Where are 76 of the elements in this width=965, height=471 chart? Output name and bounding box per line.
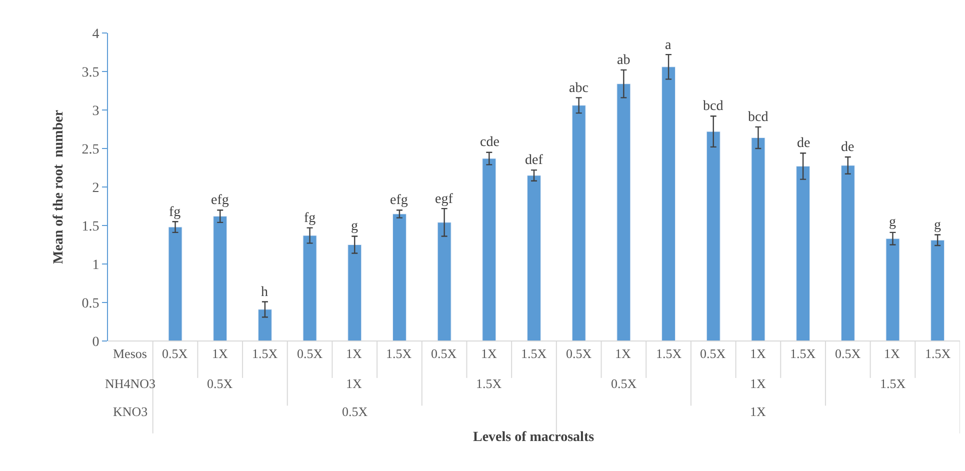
data-label: h (261, 285, 268, 300)
data-label: g (889, 215, 896, 230)
x-tick-label: 1.5X (521, 346, 548, 361)
data-label: fg (304, 211, 316, 226)
text: 1X (750, 376, 766, 391)
text: Mesos (113, 346, 147, 361)
text: 0.5X (342, 404, 368, 419)
text: 1.5X (476, 376, 502, 391)
bar (886, 238, 900, 341)
bar (840, 165, 855, 341)
x-tick-label: 1X (615, 346, 632, 361)
bar (437, 222, 452, 341)
data-label: bcd (703, 99, 724, 114)
bar (796, 166, 810, 341)
data-label: g (934, 218, 941, 233)
x-tick-label: 1.5X (656, 346, 682, 361)
bar (258, 309, 272, 341)
text: 1.5X (880, 376, 906, 391)
x-tick-label: 1X (750, 346, 766, 361)
bar (616, 84, 631, 341)
bar (930, 240, 945, 341)
data-label: de (797, 136, 810, 151)
data-label: def (525, 153, 544, 168)
bar (213, 216, 228, 341)
x-tick-label: 0.5X (566, 346, 592, 361)
bar (348, 244, 362, 341)
x-tick-label: 1.5X (386, 346, 412, 361)
text: 0.5X (611, 376, 638, 391)
text: 0.5X (207, 376, 234, 391)
y-tick-label: 2.5 (82, 142, 100, 158)
bar (706, 131, 720, 341)
x-tick-label: 0.5X (700, 346, 726, 361)
bar (168, 226, 182, 341)
text: 1X (750, 404, 766, 419)
data-label: bcd (748, 110, 768, 125)
data-label: cde (480, 135, 500, 150)
x-tick-label: 1.5X (925, 346, 952, 361)
y-tick-label: 0.5 (82, 296, 100, 312)
x-tick-label: 0.5X (297, 346, 324, 361)
text: 1X (346, 376, 362, 391)
x-tick-label: 1X (481, 346, 498, 361)
y-tick-label: 3.5 (82, 65, 100, 80)
x-axis-title: Levels of macrosalts (473, 430, 595, 445)
x-tick-label: 0.5X (835, 346, 862, 361)
y-tick-label: 4 (92, 26, 100, 42)
bar (527, 175, 541, 341)
x-tick-label: 1X (212, 346, 228, 361)
bar (302, 235, 317, 341)
data-label: fg (169, 205, 181, 220)
data-label: g (351, 219, 358, 234)
x-tick-label: 0.5X (431, 346, 458, 361)
y-tick-label: 2 (92, 180, 100, 196)
x-tick-label: 1X (346, 346, 362, 361)
data-label: efg (390, 193, 408, 208)
x-tick-label: 1.5X (252, 346, 278, 361)
bar (392, 214, 406, 341)
data-label: efg (211, 193, 229, 208)
data-label: de (841, 140, 854, 155)
y-tick-label: 1 (92, 258, 100, 273)
data-label: a (665, 38, 672, 53)
x-tick-label: 1.5X (790, 346, 816, 361)
data-label: egf (435, 192, 454, 207)
bar (751, 137, 766, 341)
data-label: ab (617, 53, 630, 68)
bar (662, 66, 676, 341)
x-tick-label: 1X (884, 346, 900, 361)
text: NH4NO3 (105, 376, 156, 391)
text: KNO3 (113, 404, 148, 419)
y-tick-label: 0 (92, 334, 100, 350)
data-label: abc (569, 81, 588, 96)
y-axis-title: Mean of the root number (51, 110, 66, 264)
y-tick-label: 3 (92, 104, 100, 119)
y-tick-label: 1.5 (82, 219, 100, 234)
bar (482, 158, 496, 341)
bar (572, 105, 586, 341)
x-tick-label: 0.5X (162, 346, 188, 361)
